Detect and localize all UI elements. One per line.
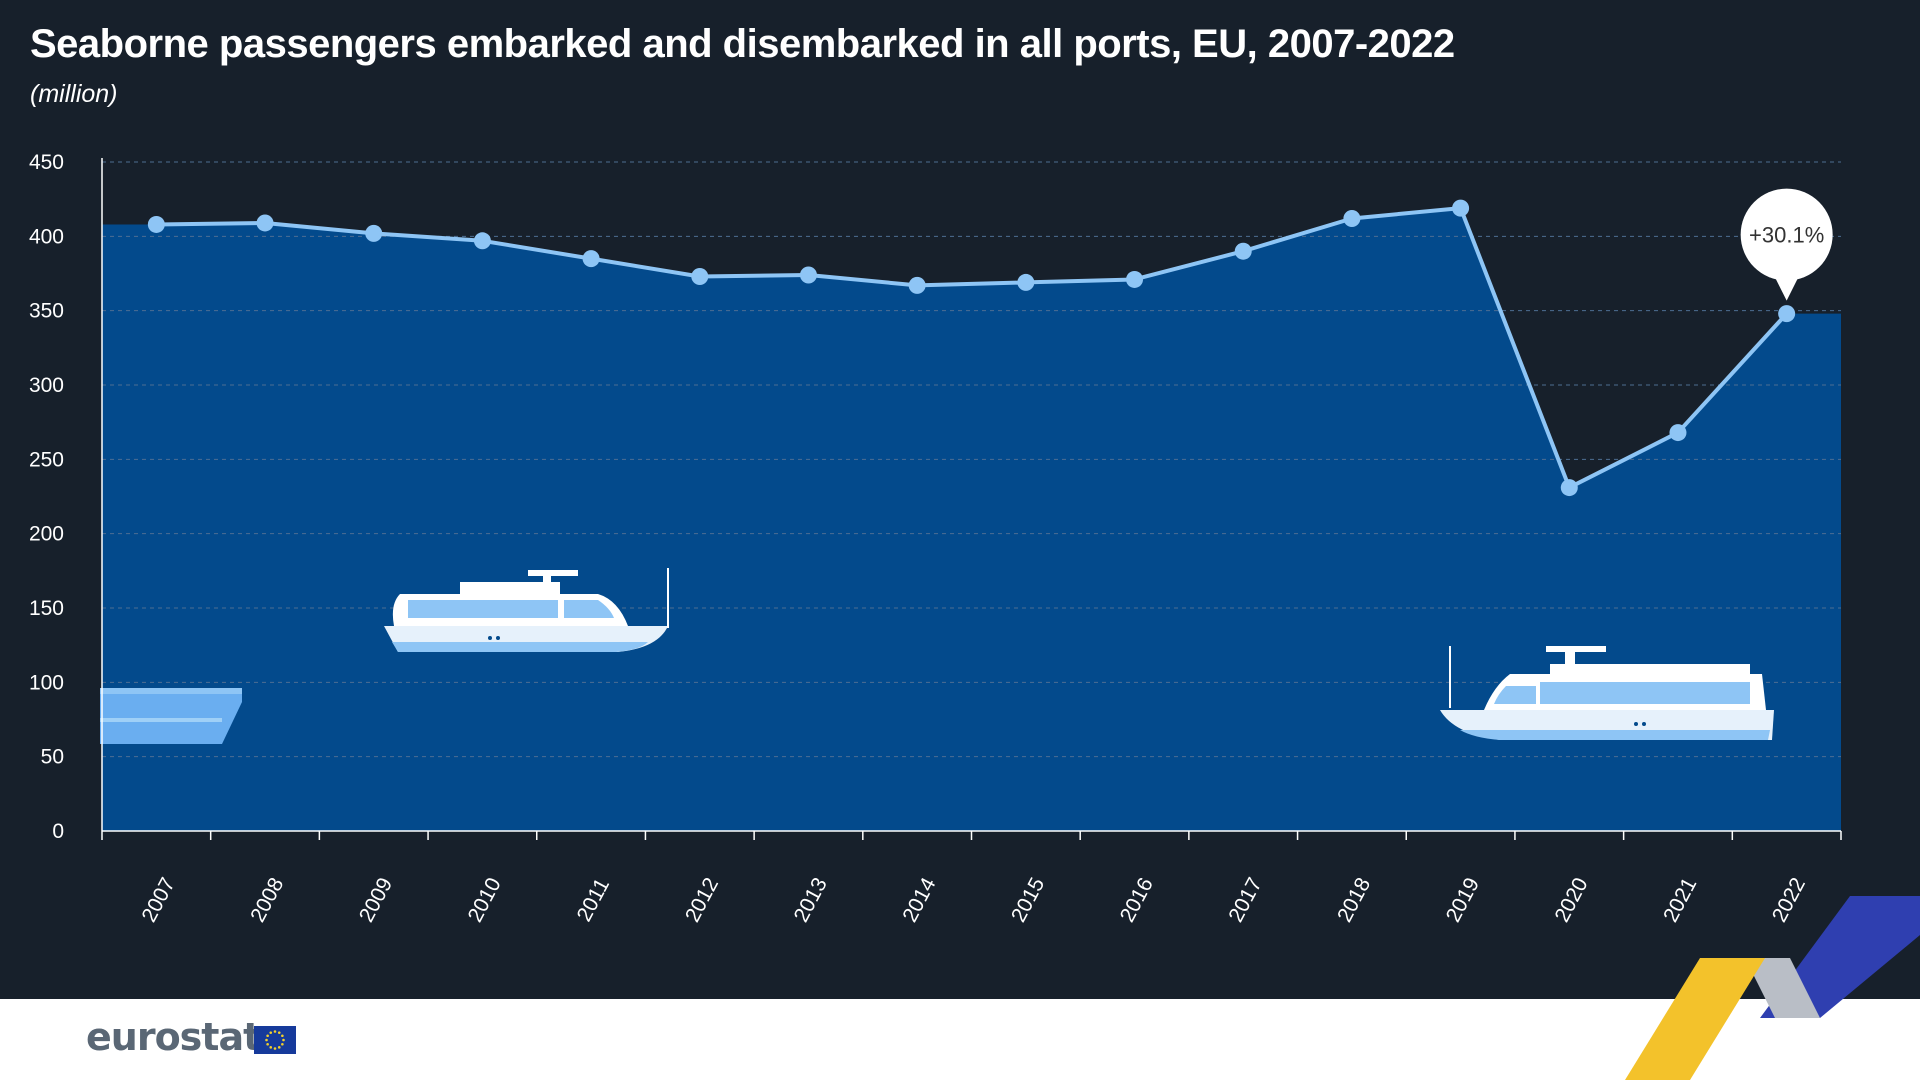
y-tick-label: 100 [29, 671, 64, 694]
y-tick-label: 0 [52, 820, 64, 843]
data-point [1234, 242, 1252, 260]
marker-layer [147, 199, 1796, 497]
data-point [1343, 209, 1361, 227]
x-tick-label: 2021 [1659, 874, 1701, 926]
y-tick-label: 400 [29, 225, 64, 248]
flag-star [269, 1031, 273, 1034]
chart-title: Seaborne passengers embarked and disemba… [30, 22, 1455, 66]
series-layer [156, 206, 1789, 490]
area-layer [102, 208, 1841, 831]
y-tick-label: 50 [41, 746, 64, 769]
series-line [156, 206, 1789, 490]
ship-icon [384, 568, 669, 652]
data-point [799, 266, 817, 284]
flag-star [266, 1042, 269, 1046]
ship-icon-large [1440, 646, 1774, 740]
flag-star [265, 1038, 268, 1042]
y-tick-label: 150 [29, 597, 64, 620]
data-point [691, 267, 709, 285]
x-tick-label: 2009 [355, 874, 397, 926]
callout-label: +30.1% [1749, 223, 1824, 248]
flag-star [273, 1047, 277, 1050]
flag-star [282, 1038, 285, 1042]
data-point [1778, 305, 1796, 323]
x-tick-label: 2010 [464, 874, 506, 926]
flag-star [281, 1034, 284, 1038]
data-point [1669, 424, 1687, 442]
flag-star [269, 1046, 273, 1049]
data-point [256, 214, 274, 232]
callout-pointer [1773, 274, 1800, 301]
flag-star [266, 1034, 269, 1038]
eurostat-logo: eurostat [86, 1015, 261, 1059]
y-tick-label: 350 [29, 300, 64, 323]
callout-bubble [1740, 188, 1833, 281]
flag-star [281, 1042, 284, 1046]
chart-subtitle: (million) [30, 80, 118, 108]
x-tick-label: 2008 [246, 874, 288, 926]
data-point [582, 250, 600, 268]
annotation-layer: +30.1% [1740, 188, 1833, 301]
x-tick-label: 2018 [1333, 874, 1375, 926]
chevron-yellow-shape [1625, 958, 1765, 1080]
flag-star [277, 1031, 281, 1034]
data-point [147, 215, 165, 233]
ferry-icon [100, 688, 242, 744]
decorative-chevrons [1625, 896, 1920, 1080]
y-tick-label: 250 [29, 448, 64, 471]
data-point [1126, 270, 1144, 288]
x-tick-label: 2014 [898, 874, 940, 926]
data-point [1560, 479, 1578, 497]
data-point [473, 232, 491, 250]
data-point [908, 276, 926, 294]
x-tick-label: 2020 [1550, 874, 1592, 926]
x-tick-label: 2017 [1224, 874, 1266, 926]
y-tick-label: 450 [29, 151, 64, 174]
x-tick-label: 2016 [1116, 874, 1158, 926]
footer [0, 999, 1920, 1080]
y-tick-label: 200 [29, 523, 64, 546]
flag-star [273, 1030, 277, 1033]
x-tick-label: 2011 [573, 875, 615, 926]
series-area [102, 208, 1841, 831]
eu-flag-icon [254, 1026, 296, 1054]
y-tick-label: 300 [29, 374, 64, 397]
x-tick-label: 2007 [137, 874, 179, 926]
flag-star [277, 1046, 281, 1049]
x-tick-label: 2013 [790, 874, 832, 926]
data-point [1017, 273, 1035, 291]
data-point [1452, 199, 1470, 217]
chevron-gray-shape [1745, 958, 1820, 1018]
x-tick-label: 2015 [1007, 874, 1049, 926]
x-tick-label: 2022 [1768, 874, 1810, 926]
x-tick-label: 2019 [1442, 874, 1484, 926]
data-point [365, 224, 383, 242]
x-tick-label: 2012 [681, 874, 723, 926]
